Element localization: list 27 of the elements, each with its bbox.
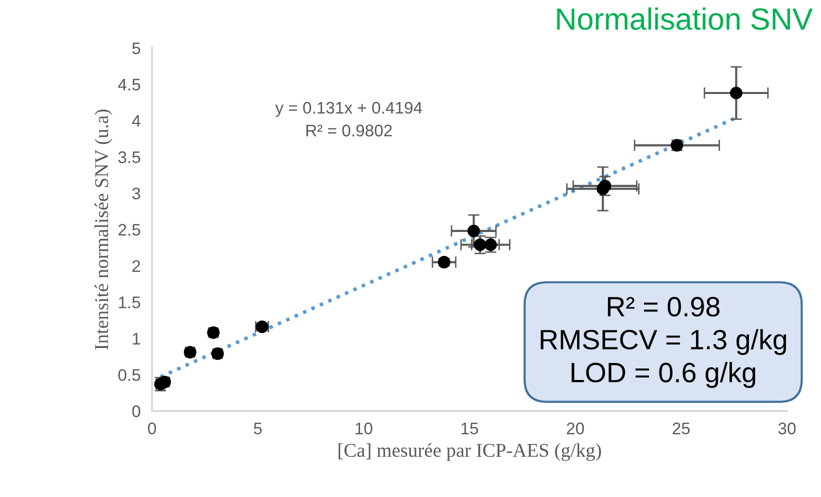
y-tick-label: 5: [132, 42, 140, 54]
point: [730, 86, 742, 100]
point: [474, 238, 486, 251]
y-tick-label: 0.5: [118, 369, 140, 381]
x-tick-label: 0: [148, 422, 156, 434]
x-tick-label: 20: [566, 422, 584, 434]
y-axis-title: Intensité normalisée SNV (u.a): [94, 110, 112, 350]
x-tick-label: 25: [672, 422, 690, 434]
annotation: y = 0.131x + 0.4194 R² = 0.9802: [275, 102, 422, 136]
x-tick-label: 30: [778, 422, 796, 434]
y-tick-label: 0: [132, 405, 140, 418]
point: [467, 224, 480, 238]
y-tick-label: 2: [132, 260, 140, 272]
y-tick-label: 4: [132, 115, 140, 127]
x-tick-label: 15: [462, 422, 478, 434]
y-tick-label: 1.5: [118, 296, 140, 308]
point: [598, 180, 612, 192]
x-tick-label: 5: [254, 422, 262, 434]
chart-title: Normalisation SNV: [557, 7, 813, 30]
x-axis-title: [Ca] mesurée par ICP-AES (g/kg): [338, 443, 601, 461]
annotation: R² = 0.98 RMSECV = 1.3 g/kg LOD = 0.6 g/kg: [540, 296, 786, 388]
y-tick-label: 3: [132, 188, 140, 200]
y-tick-label: 1: [132, 332, 140, 344]
y-tick-label: 3.5: [118, 151, 140, 164]
y-tick-label: 2.5: [118, 224, 140, 236]
x-tick-label: 10: [356, 422, 372, 434]
y-tick-label: 4.5: [118, 78, 140, 91]
